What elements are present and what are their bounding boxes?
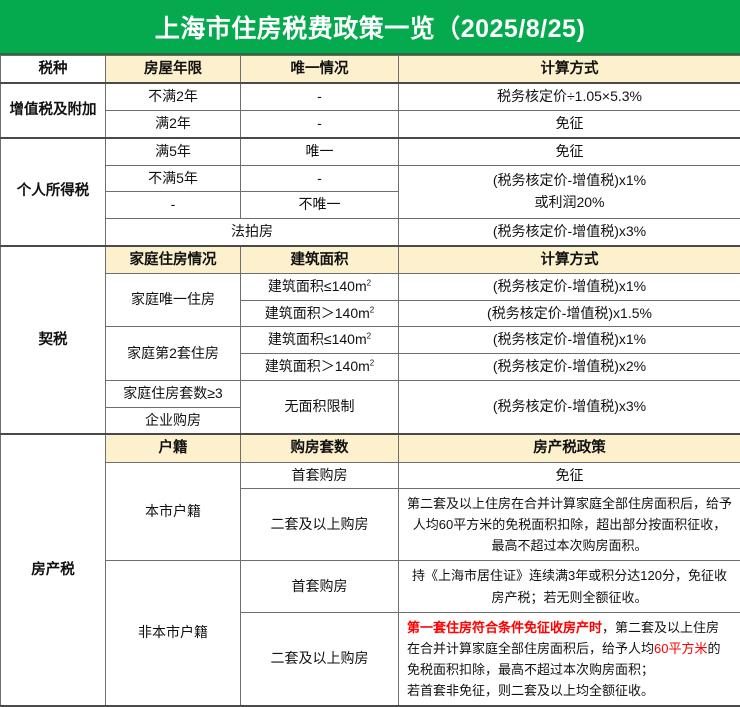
header-building-area: 建筑面积 (241, 246, 399, 274)
table-header-row: 税种 房屋年限 唯一情况 计算方式 (1, 56, 740, 84)
income-years-0: 满5年 (106, 138, 241, 165)
deed-calc-4: (税务核定价-增值税)x3% (399, 380, 740, 434)
vat-calc-1: 免征 (399, 111, 740, 138)
nonlocal-policy-1: 第一套住房符合条件免征收房产时，第二套及以上住房在合并计算家庭全部住房面积后，给… (399, 612, 740, 706)
deed-calc-2: (税务核定价-增值税)x1% (399, 327, 740, 354)
income-unique-1: - (241, 165, 399, 192)
header-calc-method: 计算方式 (399, 56, 740, 84)
deed-area-4: 无面积限制 (241, 380, 399, 434)
deed-area-2: 建筑面积≤140m2 (241, 327, 399, 354)
vat-unique-0: - (241, 83, 399, 110)
income-years-1: 不满5年 (106, 165, 241, 192)
deed-area-0: 建筑面积≤140m2 (241, 274, 399, 301)
table-row: 法拍房 (税务核定价-增值税)x3% (1, 218, 740, 245)
header-calc-method-2: 计算方式 (399, 246, 740, 274)
income-auction-label: 法拍房 (106, 218, 399, 245)
policy-highlight-red: 60平方米 (654, 641, 707, 656)
vat-unique-1: - (241, 111, 399, 138)
property-tax-header-row: 房产税 户籍 购房套数 房产税政策 (1, 434, 740, 462)
category-vat: 增值税及附加 (1, 83, 106, 137)
deed-situation-2: 家庭第2套住房 (106, 327, 241, 380)
vat-years-1: 满2年 (106, 111, 241, 138)
category-deed-tax: 契税 (1, 246, 106, 435)
header-unique-status: 唯一情况 (241, 56, 399, 84)
nonlocal-count-1: 二套及以上购房 (241, 612, 399, 706)
income-years-2: - (106, 192, 241, 219)
table-row: 家庭唯一住房 建筑面积≤140m2 (税务核定价-增值税)x1% (1, 274, 740, 301)
deed-calc-3: (税务核定价-增值税)x2% (399, 354, 740, 381)
vat-years-0: 不满2年 (106, 83, 241, 110)
policy-table-page: 上海市住房税费政策一览（2025/8/25) 税种 房屋年限 唯一情况 计算方式… (0, 0, 740, 671)
income-calc-0: 免征 (399, 138, 740, 165)
header-hukou: 户籍 (106, 434, 241, 462)
nonlocal-policy-0: 持《上海市居住证》连续满3年或积分达120分，免征收房产税；若无则全额征收。 (399, 561, 740, 612)
deed-tax-header-row: 契税 家庭住房情况 建筑面积 计算方式 (1, 246, 740, 274)
table-row: 家庭第2套住房 建筑面积≤140m2 (税务核定价-增值税)x1% (1, 327, 740, 354)
deed-calc-1: (税务核定价-增值税)x1.5% (399, 300, 740, 327)
policy-text-part3: 若首套非免征，则二套及以上均全额征收。 (407, 683, 654, 698)
income-calc-line2: 或利润20% (403, 192, 736, 214)
nonlocal-count-0: 首套购房 (241, 561, 399, 612)
deed-calc-0: (税务核定价-增值税)x1% (399, 274, 740, 301)
local-count-1: 二套及以上购房 (241, 489, 399, 561)
table-row: 满2年 - 免征 (1, 111, 740, 138)
deed-situation-4: 家庭住房套数≥3 (106, 380, 241, 407)
local-policy-0: 免征 (399, 462, 740, 489)
table-row: 个人所得税 满5年 唯一 免征 (1, 138, 740, 165)
local-policy-1: 第二套及以上住房在合并计算家庭全部住房面积后，给予人均60平方米的免税面积扣除，… (399, 489, 740, 561)
income-calc-1: (税务核定价-增值税)x1% 或利润20% (399, 165, 740, 218)
local-count-0: 首套购房 (241, 462, 399, 489)
income-unique-0: 唯一 (241, 138, 399, 165)
hukou-nonlocal: 非本市户籍 (106, 561, 241, 706)
deed-situation-0: 家庭唯一住房 (106, 274, 241, 327)
page-title: 上海市住房税费政策一览（2025/8/25) (0, 0, 740, 55)
table-row: 非本市户籍 首套购房 持《上海市居住证》连续满3年或积分达120分，免征收房产税… (1, 561, 740, 612)
table-row: 增值税及附加 不满2年 - 税务核定价÷1.05×5.3% (1, 83, 740, 110)
income-auction-calc: (税务核定价-增值税)x3% (399, 218, 740, 245)
header-property-tax-policy: 房产税政策 (399, 434, 740, 462)
vat-calc-0: 税务核定价÷1.05×5.3% (399, 83, 740, 110)
header-purchase-count: 购房套数 (241, 434, 399, 462)
policy-highlight-red-bold: 第一套住房符合条件免征收房产时 (407, 620, 602, 635)
deed-situation-5: 企业购房 (106, 407, 241, 434)
deed-area-3: 建筑面积＞140m2 (241, 354, 399, 381)
table-row: 家庭住房套数≥3 无面积限制 (税务核定价-增值税)x3% (1, 380, 740, 407)
header-tax-type: 税种 (1, 56, 106, 84)
header-house-years: 房屋年限 (106, 56, 241, 84)
policy-table: 税种 房屋年限 唯一情况 计算方式 增值税及附加 不满2年 - 税务核定价÷1.… (0, 55, 740, 707)
hukou-local: 本市户籍 (106, 462, 241, 561)
header-family-housing: 家庭住房情况 (106, 246, 241, 274)
category-income-tax: 个人所得税 (1, 138, 106, 246)
deed-area-1: 建筑面积＞140m2 (241, 300, 399, 327)
income-calc-line1: (税务核定价-增值税)x1% (403, 170, 736, 192)
category-property-tax: 房产税 (1, 434, 106, 706)
income-unique-2: 不唯一 (241, 192, 399, 219)
table-row: 不满5年 - (税务核定价-增值税)x1% 或利润20% (1, 165, 740, 192)
table-row: 本市户籍 首套购房 免征 (1, 462, 740, 489)
